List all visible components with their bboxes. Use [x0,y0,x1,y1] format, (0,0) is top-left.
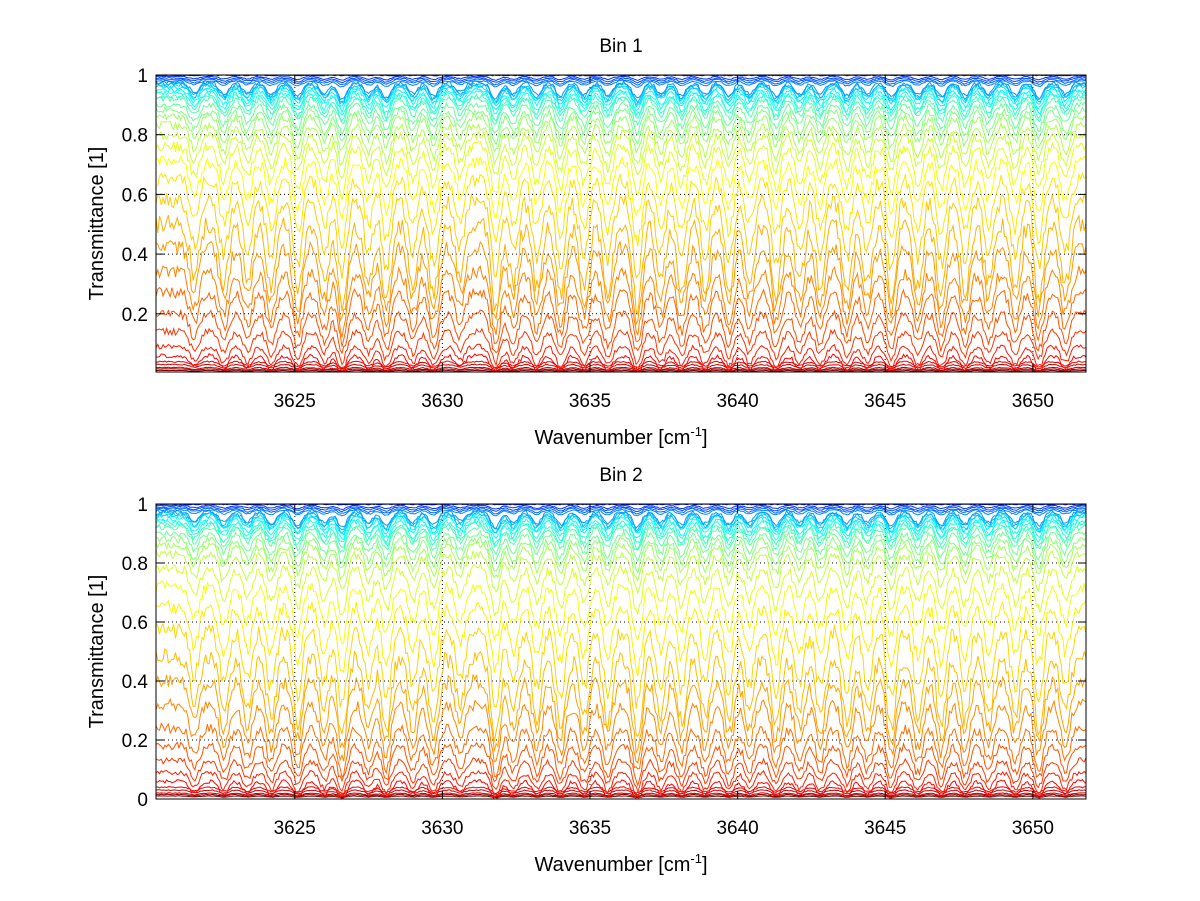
x-axis-label: Wavenumber [cm-1] [534,424,707,449]
series-line [156,171,1086,250]
series-line [156,529,1086,564]
y-tick-label: 0.6 [122,185,148,206]
series-line [156,792,1086,797]
series-line [156,757,1086,794]
y-tick-label: 0 [137,790,148,811]
series-line [156,369,1086,372]
series-line [156,343,1086,372]
y-tick-label: 0.6 [122,613,148,634]
series-line [156,89,1086,117]
series-line [156,192,1086,280]
y-tick-label: 0.8 [122,126,148,147]
series-line [156,121,1086,166]
series-line [156,535,1086,574]
series-line [156,308,1086,355]
chart-title: Bin 2 [599,465,642,486]
x-tick-label: 3640 [716,391,758,412]
series-line [156,366,1086,372]
series-line [156,515,1086,541]
series-line [156,240,1086,327]
series-line [156,793,1086,798]
series-line [156,789,1086,796]
series-line [156,674,1086,755]
y-tick-label: 1 [137,495,148,516]
series-line [156,360,1086,369]
series-line [156,95,1086,127]
series-line [156,513,1086,536]
series-line [156,518,1086,546]
series-line [156,648,1086,743]
series-line [156,106,1086,146]
series-line [156,741,1086,788]
series-line [156,769,1086,798]
y-tick-label: 0.2 [122,305,148,326]
x-tick-label: 3640 [716,818,758,839]
series-line [156,286,1086,347]
series-line [156,563,1086,617]
series-line [156,580,1086,645]
x-tick-label: 3630 [421,818,463,839]
series-line [156,507,1086,515]
series-line [156,505,1086,513]
series-line [156,722,1086,779]
series-group [156,74,1086,372]
x-tick-label: 3635 [569,818,611,839]
series-line [156,697,1086,764]
y-tick-label: 0.2 [122,731,148,752]
axes-bin-1: 3625 3630 3635 3640 3645 3650 0.2 0.4 0.6 0.8 1 Bin… [86,36,1087,449]
series-line [156,368,1086,372]
series-line [156,154,1086,222]
series-line [156,80,1086,101]
chart-title: Bin 1 [599,36,642,57]
y-tick-label: 1 [137,66,148,87]
series-line [156,214,1086,317]
axes-box [155,74,1087,373]
series-line [156,521,1086,551]
axes-bin-2: 3625 3630 3635 3640 3645 3650 0 0.2 0.4 0.6 0.8 1 Bi… [86,465,1087,876]
axes-box [155,503,1087,800]
series-line [156,326,1086,367]
series-line [156,504,1086,510]
x-tick-label: 3630 [421,391,463,412]
y-tick-label: 0.8 [122,554,148,575]
y-axis-label: Transmittance [1] [86,575,108,729]
series-line [156,112,1086,155]
series-line [156,622,1086,709]
series-line [156,363,1086,370]
series-line [156,352,1086,372]
series-line [156,510,1086,531]
series-line [156,795,1086,799]
x-axis-label: Wavenumber [cm-1] [534,851,707,876]
series-line [156,82,1086,106]
y-tick-label: 0.4 [122,245,149,266]
series-line [156,78,1086,86]
series-line [156,87,1086,114]
series-line [156,79,1086,88]
series-line [156,141,1086,200]
series-line [156,778,1086,799]
x-tick-label: 3645 [864,818,906,839]
series-line [156,541,1086,583]
x-tick-label: 3625 [274,391,316,412]
series-line [156,549,1086,595]
x-tick-label: 3645 [864,391,906,412]
series-line [156,264,1086,338]
y-axis-label: Transmittance [1] [86,147,108,301]
series-line [156,76,1086,84]
x-tick-label: 3635 [569,391,611,412]
series-line [156,599,1086,677]
series-line [156,786,1086,795]
series-line [156,75,1086,82]
series-line [156,130,1086,179]
series-line [156,508,1086,517]
series-group [156,503,1086,799]
y-tick-label: 0.4 [122,672,149,693]
series-line [156,524,1086,556]
series-line [156,101,1086,137]
x-tick-label: 3625 [274,818,316,839]
x-tick-label: 3650 [1012,391,1054,412]
series-line [156,508,1086,530]
x-tick-label: 3650 [1012,818,1054,839]
